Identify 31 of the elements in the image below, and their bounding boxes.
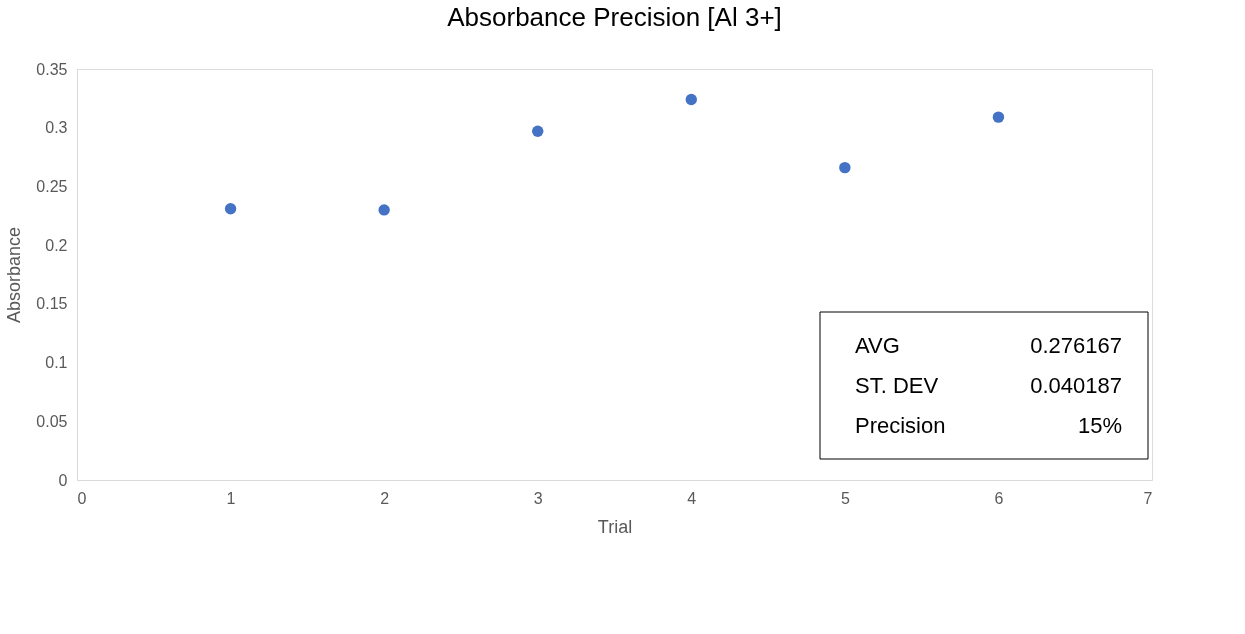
x-tick-label: 6 [994, 489, 1004, 507]
x-tick-label: 2 [380, 489, 390, 507]
point [224, 203, 237, 215]
x-tick-label: 0 [77, 489, 87, 507]
y-tick-label: 0.15 [36, 295, 68, 313]
x-tick-label: 3 [533, 489, 543, 507]
point [378, 204, 390, 216]
annotation: 15% [1077, 413, 1122, 438]
x-tick-label: 4 [687, 489, 697, 507]
x-tick-label: 5 [840, 489, 850, 507]
x-tick-label: 7 [1143, 489, 1153, 507]
x-axis-title: Trial [597, 516, 633, 537]
y-tick-label: 0.3 [45, 119, 68, 137]
annotation: AVG [855, 333, 900, 358]
point [532, 125, 544, 137]
x-tick-label: 1 [226, 489, 236, 507]
annotation: ST. DEV [855, 373, 939, 398]
annotation: Precision [855, 413, 946, 438]
annotation: 0.276167 [1030, 333, 1122, 358]
y-tick-label: 0.35 [36, 60, 68, 78]
point [685, 93, 697, 106]
annotation: 0.040187 [1030, 373, 1122, 398]
y-tick-label: 0.1 [45, 354, 68, 372]
point [839, 161, 851, 174]
chart-title: Absorbance Precision [Al 3+] [447, 2, 782, 32]
y-tick-label: 0.2 [45, 236, 68, 254]
y-tick-label: 0.25 [36, 177, 68, 195]
y-axis-title: Absorbance [4, 226, 25, 324]
point [992, 111, 1005, 123]
y-tick-label: 0.05 [36, 412, 68, 430]
y-tick-label: 0 [58, 471, 68, 489]
